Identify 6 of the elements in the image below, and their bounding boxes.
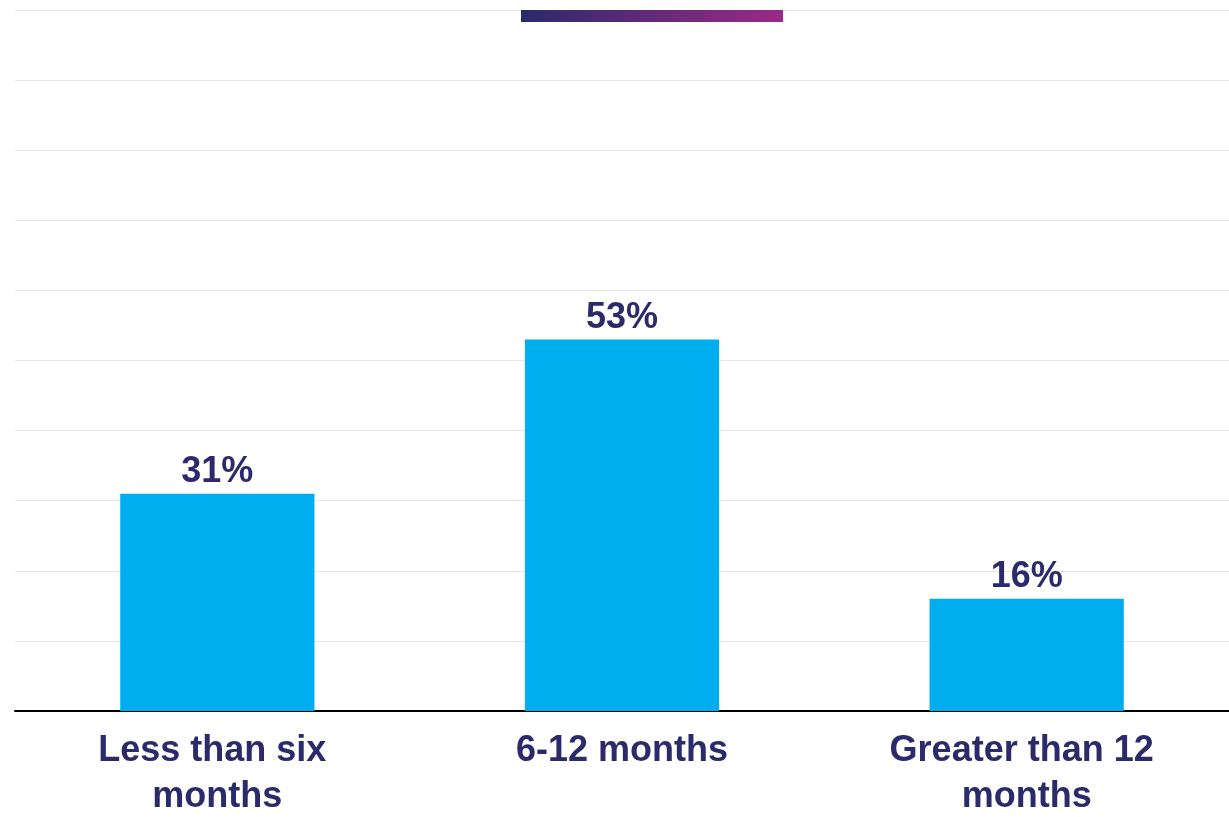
x-tick-label: Less than six months	[98, 727, 337, 815]
data-label: 53%	[585, 294, 659, 336]
data-label: 31%	[181, 449, 254, 491]
x-tick-label: Greater than 12 months	[889, 727, 1164, 815]
x-tick-label: 6-12 months	[515, 727, 729, 769]
data-label: 16%	[990, 554, 1063, 596]
